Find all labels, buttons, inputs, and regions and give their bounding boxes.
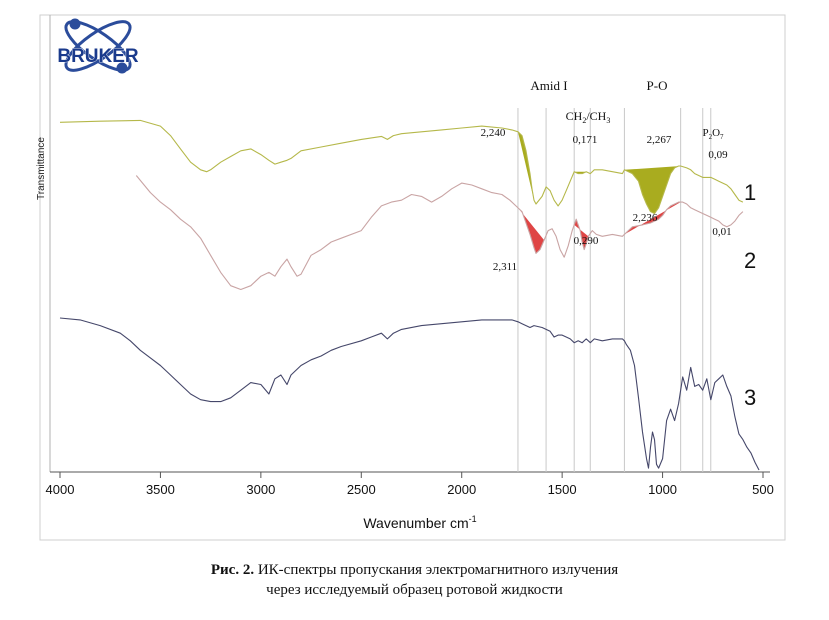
plot-area: 4000 3500 3000 2500 2000 1500 1000 500 Transmit…: [36, 14, 786, 541]
peak-label: 0,290: [574, 235, 599, 247]
peak-fill: [517, 131, 534, 201]
curve-label-1: 1: [744, 180, 756, 205]
y-axis-label: Transmittance: [36, 137, 47, 200]
curve-label-3: 3: [744, 385, 756, 410]
logo-text: BRUKER: [57, 46, 139, 67]
bruker-logo: BRUKER: [57, 18, 139, 74]
peak-label: 0,171: [573, 134, 598, 146]
caption-title: ИК-спектры пропускания электромагнитного…: [254, 562, 619, 578]
series-line-2: [135, 175, 744, 291]
caption-line-1: Рис. 2. ИК-спектры пропускания электрома…: [0, 562, 829, 579]
series-line-1: [59, 119, 744, 215]
peak-fill: [574, 171, 587, 174]
x-axis-label-main: Wavenumber cm: [363, 515, 468, 531]
x-axis-label-sup: -1: [469, 514, 477, 524]
band-label-p-o: P-O: [647, 78, 668, 93]
caption-figure-number: Рис. 2.: [210, 562, 255, 578]
x-ticks: 4000 3500 3000 2500 2000 1500 1000 500: [46, 472, 774, 497]
x-tick-label: 1500: [548, 482, 577, 497]
series-line-3: [59, 317, 760, 471]
peak-label: 2,240: [481, 127, 506, 139]
peak-label: 0,01: [712, 226, 731, 238]
peak-label: 2,236: [633, 212, 658, 224]
plot-frame: [39, 14, 786, 541]
caption-line-2: через исследуемый образец ротовой жидкос…: [266, 582, 563, 598]
x-tick-label: 4000: [46, 482, 75, 497]
x-tick-label: 3000: [246, 482, 275, 497]
x-tick-label: 2000: [447, 482, 476, 497]
peak-label: 2,267: [647, 134, 672, 146]
atom-icon: [64, 18, 132, 74]
band-label-ch2-ch3: CH2/CH3: [566, 109, 611, 125]
x-tick-label: 1000: [648, 482, 677, 497]
x-tick-label: 3500: [146, 482, 175, 497]
peak-fill: [517, 207, 545, 254]
peak-fill: [624, 166, 681, 214]
x-tick-label: 500: [752, 482, 774, 497]
series-layer: [59, 119, 760, 471]
x-tick-label: 2500: [347, 482, 376, 497]
peak-label: 2,311: [493, 261, 517, 273]
band-label-amid-i: Amid I: [530, 78, 567, 93]
peak-label: 0,09: [708, 149, 728, 161]
reference-lines: [517, 108, 712, 472]
x-axis-label: Wavenumber cm-1: [363, 514, 476, 531]
band-label-p2o7: P2O7: [702, 127, 724, 141]
curve-label-2: 2: [744, 248, 756, 273]
